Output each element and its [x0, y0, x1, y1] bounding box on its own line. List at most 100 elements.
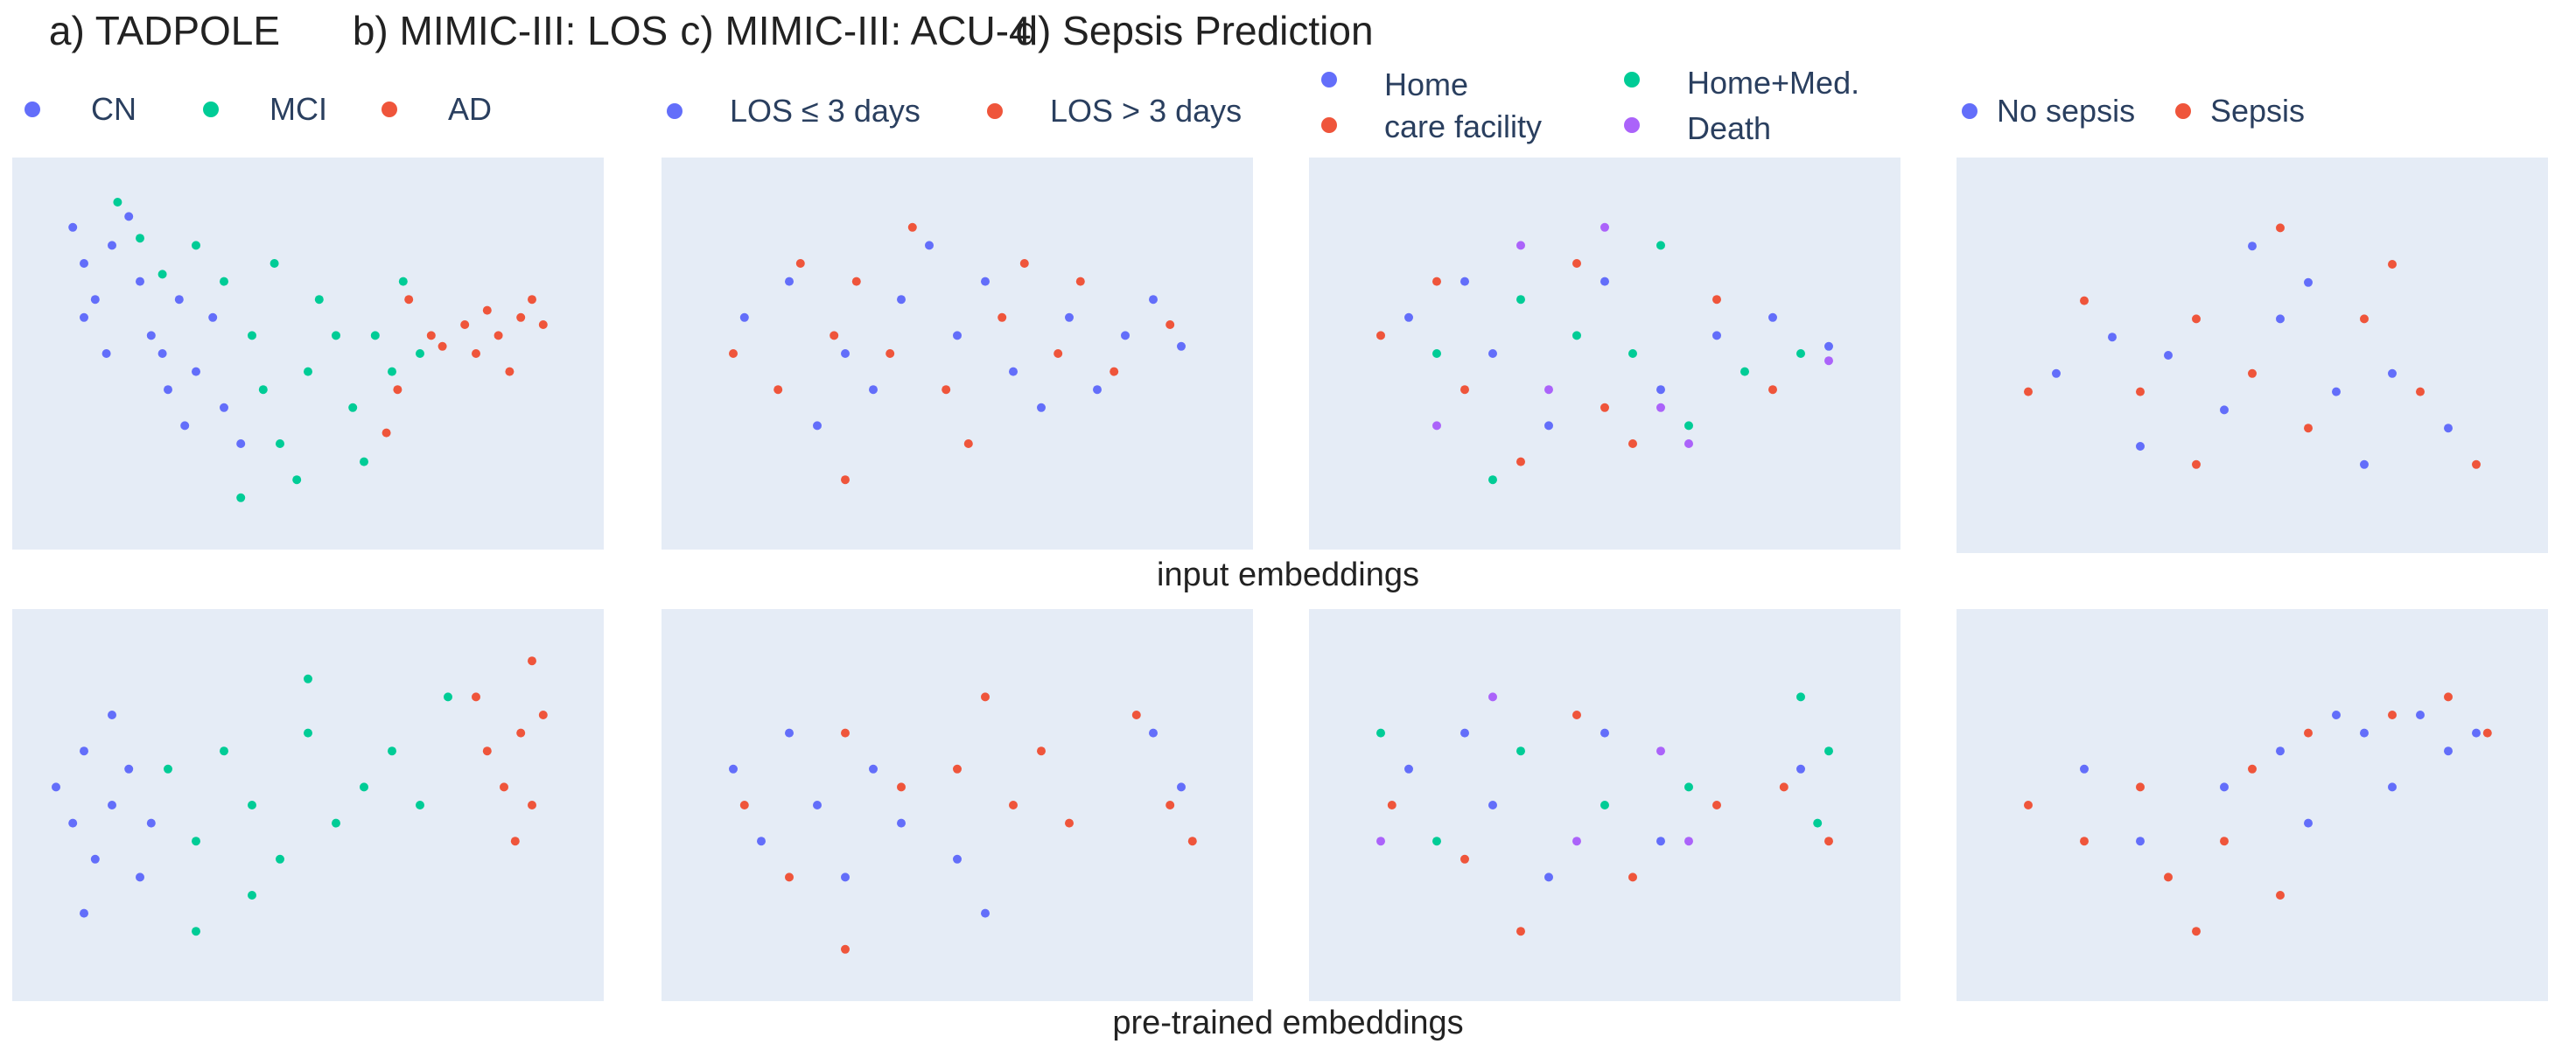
scatter-point	[785, 872, 794, 882]
legend-marker-icon	[1962, 103, 1978, 119]
scatter-point	[68, 222, 78, 232]
scatter-point	[1187, 837, 1197, 846]
scatter-point	[164, 764, 172, 774]
scatter-point	[460, 320, 470, 329]
scatter-point	[1065, 312, 1074, 322]
scatter-point	[304, 674, 312, 683]
scatter-point	[1712, 331, 1721, 340]
scatter-point	[729, 349, 738, 358]
scatter-point	[1796, 692, 1805, 702]
scatter-point	[220, 277, 228, 286]
scatter-point	[180, 421, 190, 431]
legend-label: AD	[448, 91, 493, 127]
scatter-point	[1488, 349, 1497, 358]
scatter-point	[897, 818, 906, 828]
plot-panel-a-input	[12, 158, 604, 550]
scatter-point	[332, 331, 340, 340]
scatter-point	[332, 818, 340, 828]
scatter-point	[438, 341, 447, 351]
scatter-point	[1779, 782, 1788, 792]
scatter-point	[2444, 692, 2453, 702]
scatter-point	[1544, 385, 1553, 395]
scatter-point	[164, 385, 172, 395]
scatter-point	[2482, 728, 2492, 738]
legend-marker-icon	[2175, 103, 2191, 119]
scatter-point	[1460, 385, 1469, 395]
scatter-point	[276, 854, 284, 864]
scatter-point	[1712, 295, 1721, 305]
scatter-point	[1376, 728, 1385, 738]
scatter-point	[2304, 277, 2313, 287]
scatter-point	[1131, 711, 1141, 719]
scatter-point	[886, 349, 895, 358]
scatter-point	[136, 872, 144, 882]
scatter-point	[2416, 387, 2425, 396]
scatter-point	[1177, 782, 1186, 792]
scatter-point	[1712, 801, 1721, 809]
scatter-point	[426, 331, 436, 340]
title-d: d) Sepsis Prediction	[1015, 8, 1374, 53]
legend-label: Sepsis	[2210, 93, 2306, 129]
scatter-point	[1628, 439, 1637, 448]
scatter-point	[953, 854, 962, 864]
scatter-point	[2276, 223, 2285, 233]
scatter-point	[981, 908, 990, 918]
plot-panel-d-input	[1956, 158, 2548, 553]
scatter-point	[2304, 818, 2313, 828]
scatter-point	[1376, 331, 1385, 340]
row-label-input: input embeddings	[1157, 557, 1419, 593]
scatter-point	[1796, 349, 1805, 358]
scatter-point	[2388, 260, 2397, 269]
legend-label: MCI	[270, 91, 327, 127]
scatter-point	[2080, 764, 2089, 774]
scatter-point	[538, 711, 548, 719]
legend-marker-icon	[382, 102, 397, 117]
scatter-point	[2108, 333, 2117, 342]
scatter-point	[482, 746, 492, 756]
scatter-point	[388, 746, 396, 756]
scatter-point	[953, 764, 962, 774]
scatter-point	[108, 241, 116, 250]
scatter-point	[90, 295, 100, 305]
scatter-point	[528, 656, 536, 666]
scatter-point	[795, 259, 805, 268]
scatter-point	[1149, 295, 1158, 305]
scatter-point	[516, 312, 526, 322]
scatter-point	[248, 331, 256, 340]
scatter-point	[248, 891, 256, 900]
legend-marker-icon	[1321, 72, 1337, 88]
scatter-point	[1488, 475, 1497, 485]
scatter-point	[785, 277, 794, 286]
scatter-point	[1065, 818, 1074, 828]
scatter-point	[1572, 837, 1581, 846]
scatter-point	[1009, 801, 1018, 809]
scatter-point	[2472, 459, 2481, 469]
scatter-point	[1387, 801, 1396, 809]
scatter-plot-c-pretrained	[1376, 692, 1833, 936]
scatter-point	[1628, 349, 1637, 358]
scatter-point	[174, 295, 184, 305]
scatter-point	[869, 385, 878, 395]
scatter-point	[1110, 367, 1119, 376]
legend-c: Home Home+Med. care facility Death	[1309, 0, 1939, 158]
scatter-point	[851, 277, 861, 286]
scatter-point	[998, 312, 1007, 322]
scatter-point	[963, 439, 973, 448]
scatter-point	[124, 764, 134, 774]
scatter-point	[2304, 728, 2313, 738]
scatter-point	[2136, 442, 2145, 451]
scatter-point	[1824, 746, 1833, 756]
scatter-point	[1432, 349, 1441, 358]
scatter-point	[2416, 711, 2425, 719]
scatter-point	[158, 270, 167, 279]
scatter-point	[1656, 746, 1665, 756]
scatter-point	[1796, 764, 1805, 774]
scatter-point	[2220, 782, 2229, 792]
scatter-point	[953, 331, 962, 340]
scatter-point	[1009, 367, 1018, 376]
scatter-point	[729, 764, 738, 774]
scatter-point	[510, 837, 520, 846]
scatter-point	[136, 234, 144, 243]
scatter-point	[102, 349, 111, 358]
scatter-point	[897, 782, 906, 792]
